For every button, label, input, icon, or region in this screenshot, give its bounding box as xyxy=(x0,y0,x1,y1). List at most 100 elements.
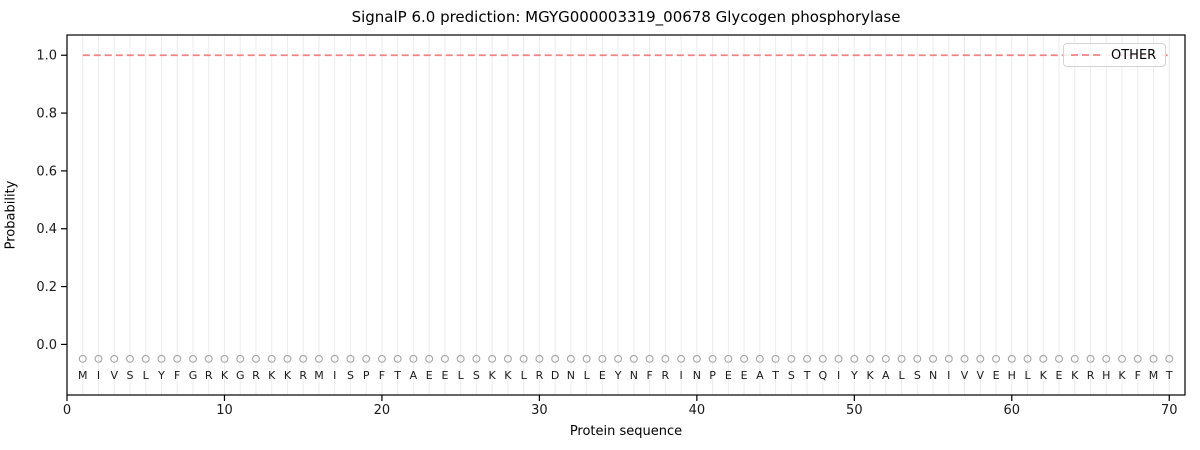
x-axis-label: Protein sequence xyxy=(569,424,683,439)
residue-letter: F xyxy=(174,369,180,382)
residue-letter: L xyxy=(143,369,150,382)
residue-letter: H xyxy=(1102,369,1110,382)
residue-marker xyxy=(330,354,339,363)
residue-letter: S xyxy=(473,369,480,382)
residue-marker xyxy=(976,354,985,363)
residue-marker xyxy=(1007,354,1016,363)
residue-letter: T xyxy=(393,369,401,382)
residue-marker xyxy=(582,354,591,363)
residue-letter: I xyxy=(97,369,100,382)
residue-marker xyxy=(110,354,119,363)
residue-marker xyxy=(362,354,371,363)
residue-letter: S xyxy=(347,369,354,382)
residue-marker xyxy=(866,354,875,363)
residue-marker xyxy=(472,354,481,363)
residue-marker xyxy=(503,354,512,363)
residue-marker xyxy=(566,354,575,363)
residue-marker xyxy=(94,354,103,363)
residue-letter: S xyxy=(126,369,133,382)
residue-letter: K xyxy=(489,369,497,382)
residue-marker xyxy=(771,354,780,363)
residue-marker xyxy=(409,354,418,363)
residue-letter: M xyxy=(314,369,324,382)
residue-marker xyxy=(204,354,213,363)
x-tick-label: 70 xyxy=(1161,403,1178,418)
residue-marker xyxy=(1023,354,1032,363)
residue-marker xyxy=(629,354,638,363)
residue-marker xyxy=(913,354,922,363)
residue-marker xyxy=(1070,354,1079,363)
residue-marker xyxy=(78,354,87,363)
residue-marker xyxy=(299,354,308,363)
residue-marker xyxy=(456,354,465,363)
residue-letter: N xyxy=(693,369,701,382)
residue-marker xyxy=(755,354,764,363)
residue-letter: A xyxy=(756,369,764,382)
residue-marker xyxy=(850,354,859,363)
residue-marker xyxy=(1118,354,1126,363)
residue-letter: K xyxy=(268,369,276,382)
residue-marker xyxy=(236,354,245,363)
residue-marker xyxy=(614,354,623,363)
legend: OTHER xyxy=(1063,43,1167,67)
residue-letter: K xyxy=(221,369,229,382)
residue-letter: E xyxy=(441,369,448,382)
residue-letter: R xyxy=(536,369,544,382)
residue-marker xyxy=(425,354,434,363)
residue-letter: K xyxy=(866,369,874,382)
residue-marker xyxy=(834,354,843,363)
residue-letter: N xyxy=(567,369,575,382)
residue-letter: Q xyxy=(818,369,827,382)
residue-letter: P xyxy=(363,369,370,382)
residue-marker xyxy=(377,354,386,363)
residue-marker xyxy=(283,354,292,363)
residue-letter: I xyxy=(947,369,950,382)
residue-marker xyxy=(677,354,686,363)
residue-marker xyxy=(1055,354,1063,363)
residue-marker xyxy=(141,354,150,363)
residue-marker xyxy=(157,354,166,363)
residue-letter: E xyxy=(1056,369,1063,382)
residue-marker xyxy=(519,354,528,363)
y-tick-label: 1.0 xyxy=(36,49,57,64)
y-tick-label: 0.6 xyxy=(36,164,57,179)
residue-letter: N xyxy=(929,369,937,382)
residue-letter: Y xyxy=(614,369,622,382)
x-tick-label: 20 xyxy=(374,403,391,418)
residue-marker xyxy=(440,354,449,363)
residue-letter: I xyxy=(333,369,336,382)
y-axis-label: Probability xyxy=(3,180,19,250)
residue-letter: M xyxy=(1149,369,1159,382)
residue-marker xyxy=(220,354,229,363)
residue-marker xyxy=(708,354,717,363)
residue-marker xyxy=(724,354,733,363)
x-tick-label: 50 xyxy=(846,403,863,418)
y-tick-label: 0.0 xyxy=(36,338,57,353)
residue-marker xyxy=(787,354,796,363)
residue-letter: L xyxy=(584,369,591,382)
residue-letter: T xyxy=(803,369,811,382)
residue-letter: F xyxy=(646,369,652,382)
residue-marker xyxy=(818,354,827,363)
residue-letter: I xyxy=(837,369,840,382)
residue-marker xyxy=(740,354,749,363)
residue-marker xyxy=(897,354,906,363)
residue-letter: K xyxy=(1040,369,1048,382)
legend-dashed-line-icon xyxy=(1071,54,1103,56)
residue-letter: N xyxy=(630,369,638,382)
residue-letter: S xyxy=(914,369,921,382)
residue-letter: R xyxy=(662,369,670,382)
residue-marker xyxy=(1165,354,1174,363)
residue-letter: L xyxy=(521,369,528,382)
residue-marker xyxy=(1149,354,1158,363)
x-tick-label: 10 xyxy=(216,403,233,418)
legend-label-other: OTHER xyxy=(1111,47,1157,63)
y-tick-label: 0.2 xyxy=(36,280,57,295)
chart-title: SignalP 6.0 prediction: MGYG000003319_00… xyxy=(351,8,901,26)
x-tick-label: 40 xyxy=(689,403,706,418)
residue-marker xyxy=(992,354,1000,363)
residue-letter: T xyxy=(1165,369,1173,382)
residue-letter: I xyxy=(679,369,682,382)
